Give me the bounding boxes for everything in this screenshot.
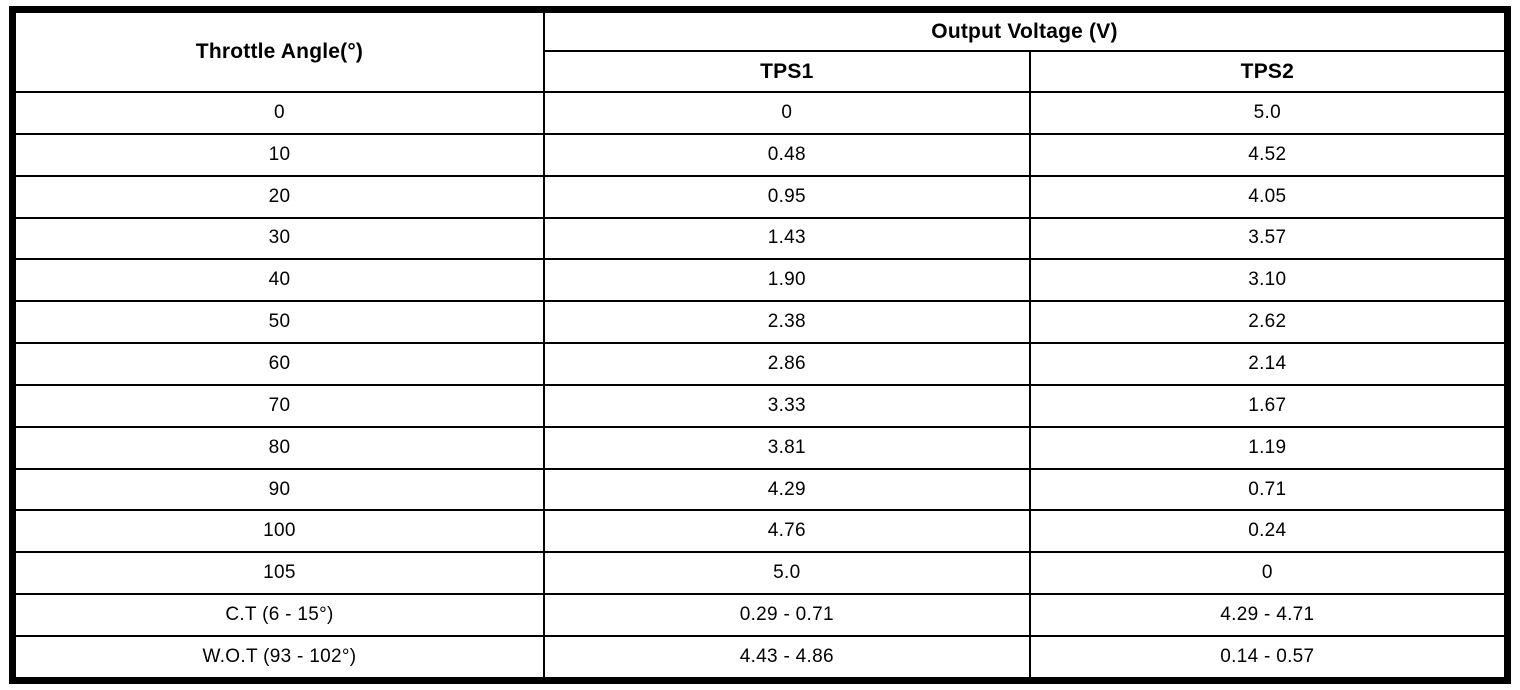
tps-voltage-table: Throttle Angle(°) Output Voltage (V) TPS… bbox=[9, 6, 1511, 684]
tps2-cell: 0.24 bbox=[1028, 509, 1507, 554]
tps2-cell: 0.14 - 0.57 bbox=[1028, 634, 1507, 680]
tps2-cell: 3.57 bbox=[1028, 216, 1507, 261]
tps2-cell: 0 bbox=[1028, 551, 1507, 596]
tps1-cell: 4.43 - 4.86 bbox=[542, 634, 1031, 680]
angle-cell: 50 bbox=[14, 300, 545, 345]
angle-cell: 0 bbox=[14, 91, 545, 135]
tps2-cell: 4.52 bbox=[1028, 132, 1507, 177]
table-row: 50 2.38 2.62 bbox=[14, 300, 1507, 345]
tps1-cell: 2.86 bbox=[542, 342, 1031, 386]
angle-cell: 105 bbox=[14, 551, 545, 596]
header-row-group: Throttle Angle(°) Output Voltage (V) bbox=[14, 11, 1507, 93]
tps2-cell: 3.10 bbox=[1028, 258, 1507, 303]
angle-cell: 80 bbox=[14, 425, 545, 470]
table-row: 80 3.81 1.19 bbox=[14, 425, 1507, 470]
tps2-header: TPS2 bbox=[1028, 50, 1507, 93]
tps1-cell: 2.38 bbox=[542, 300, 1031, 345]
angle-cell: 100 bbox=[14, 509, 545, 554]
angle-cell: 70 bbox=[14, 383, 545, 428]
header-row-sub: TPS1 TPS2 bbox=[15, 50, 1507, 93]
tps1-cell: 0.29 - 0.71 bbox=[542, 593, 1031, 637]
angle-cell: W.O.T (93 - 102°) bbox=[14, 634, 545, 680]
angle-cell: 40 bbox=[14, 258, 545, 303]
tps1-cell: 3.81 bbox=[542, 425, 1031, 470]
table-row: 105 5.0 0 bbox=[14, 551, 1507, 596]
angle-cell: 90 bbox=[14, 467, 545, 512]
tps1-cell: 1.90 bbox=[542, 258, 1031, 303]
tps2-cell: 1.67 bbox=[1028, 383, 1507, 428]
spec-table: Throttle Angle(°) Output Voltage (V) TPS… bbox=[14, 11, 1507, 680]
tps1-cell: 4.76 bbox=[542, 509, 1031, 554]
tps2-cell: 4.29 - 4.71 bbox=[1028, 593, 1507, 637]
table-row: 100 4.76 0.24 bbox=[14, 509, 1507, 554]
tps2-cell: 1.19 bbox=[1028, 425, 1507, 470]
angle-cell: 60 bbox=[14, 342, 545, 386]
tps1-cell: 0.95 bbox=[542, 174, 1031, 219]
angle-cell: C.T (6 - 15°) bbox=[14, 593, 545, 637]
tps2-cell: 4.05 bbox=[1028, 174, 1507, 219]
table-row: 10 0.48 4.52 bbox=[14, 132, 1507, 177]
tps2-cell: 0.71 bbox=[1028, 467, 1507, 512]
tps1-cell: 3.33 bbox=[542, 383, 1031, 428]
throttle-angle-header: Throttle Angle(°) bbox=[14, 11, 545, 93]
tps2-cell: 5.0 bbox=[1028, 91, 1507, 135]
table-row: 0 0 5.0 bbox=[14, 91, 1507, 135]
table-row: C.T (6 - 15°) 0.29 - 0.71 4.29 - 4.71 bbox=[14, 593, 1507, 637]
tps1-header: TPS1 bbox=[542, 50, 1031, 93]
table-row: 20 0.95 4.05 bbox=[14, 174, 1507, 219]
table-row: 40 1.90 3.10 bbox=[14, 258, 1507, 303]
angle-cell: 20 bbox=[14, 174, 545, 219]
tps1-cell: 5.0 bbox=[542, 551, 1031, 596]
table-row: 30 1.43 3.57 bbox=[14, 216, 1507, 261]
table-row: 90 4.29 0.71 bbox=[14, 467, 1507, 512]
tps1-cell: 4.29 bbox=[542, 467, 1031, 512]
angle-cell: 10 bbox=[14, 132, 545, 177]
tps2-cell: 2.62 bbox=[1028, 300, 1507, 345]
output-voltage-header: Output Voltage (V) bbox=[542, 11, 1507, 52]
tps2-cell: 2.14 bbox=[1028, 342, 1507, 386]
table-row: 70 3.33 1.67 bbox=[14, 383, 1507, 428]
angle-cell: 30 bbox=[14, 216, 545, 261]
table-row: W.O.T (93 - 102°) 4.43 - 4.86 0.14 - 0.5… bbox=[14, 634, 1507, 680]
tps1-cell: 0 bbox=[542, 91, 1031, 135]
table-row: 60 2.86 2.14 bbox=[14, 342, 1507, 386]
tps1-cell: 0.48 bbox=[542, 132, 1031, 177]
tps1-cell: 1.43 bbox=[542, 216, 1031, 261]
